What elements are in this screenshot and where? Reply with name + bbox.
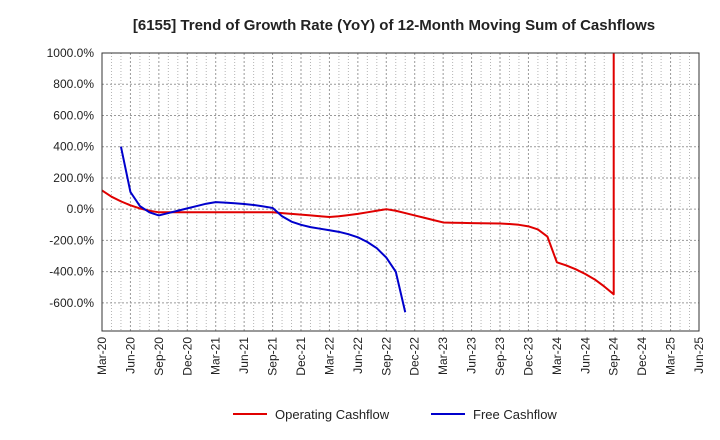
x-tick-label: Dec-24 (635, 337, 649, 376)
legend: Operating Cashflow Free Cashflow (233, 407, 557, 422)
x-tick-label: Mar-25 (664, 337, 678, 375)
x-tick-label: Mar-21 (209, 337, 223, 375)
chart-title: [6155] Trend of Growth Rate (YoY) of 12-… (133, 17, 655, 34)
legend-label: Operating Cashflow (275, 407, 390, 422)
y-tick-label: 1000.0% (47, 46, 95, 60)
x-tick-label: Mar-22 (322, 337, 336, 375)
y-tick-label: 600.0% (53, 108, 94, 122)
x-tick-label: Mar-23 (436, 337, 450, 375)
x-tick-label: Jun-24 (578, 337, 592, 374)
x-tick-label: Sep-21 (266, 337, 280, 376)
x-tick-label: Mar-24 (550, 337, 564, 375)
x-tick-label: Dec-21 (294, 337, 308, 376)
x-axis: Mar-20 Jun-20 Sep-20 Dec-20 Mar-21 Jun-21 Sep-… (95, 337, 706, 376)
grid-layer (102, 53, 699, 331)
x-tick-label: Mar-20 (95, 337, 109, 375)
y-tick-label: -600.0% (49, 296, 94, 310)
x-tick-label: Dec-23 (521, 337, 535, 376)
series-line-operating-cashflow (102, 53, 615, 296)
y-tick-label: -400.0% (49, 265, 94, 279)
x-tick-label: Jun-20 (123, 337, 137, 374)
x-tick-label: Jun-21 (237, 337, 251, 374)
plot-frame (101, 52, 700, 332)
y-tick-label: -200.0% (49, 233, 94, 247)
x-tick-label: Dec-20 (180, 337, 194, 376)
x-tick-label: Jun-25 (692, 337, 706, 374)
y-tick-label: 0.0% (67, 202, 95, 216)
x-tick-label: Sep-24 (607, 337, 621, 376)
y-tick-label: 800.0% (53, 77, 94, 91)
x-tick-label: Sep-22 (379, 337, 393, 376)
x-tick-label: Sep-23 (493, 337, 507, 376)
y-tick-label: 200.0% (53, 171, 94, 185)
x-tick-label: Sep-20 (152, 337, 166, 376)
y-tick-label: 400.0% (53, 140, 94, 154)
y-axis: 1000.0% 800.0% 600.0% 400.0% 200.0% 0.0% -200.… (47, 46, 95, 310)
x-tick-label: Jun-22 (351, 337, 365, 374)
series-line-free-cashflow (119, 146, 407, 313)
legend-label: Free Cashflow (473, 407, 557, 422)
series-layer (102, 53, 615, 313)
x-tick-label: Jun-23 (465, 337, 479, 374)
x-tick-label: Dec-22 (408, 337, 422, 376)
